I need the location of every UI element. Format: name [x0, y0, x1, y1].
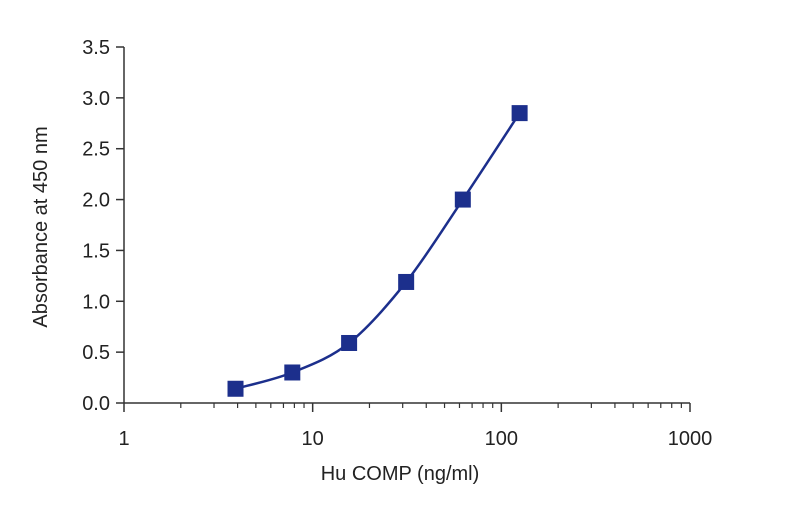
y-tick-label: 1.5 — [82, 240, 110, 262]
data-point — [227, 380, 244, 397]
fit-curve — [235, 112, 521, 390]
y-tick-label: 3.5 — [82, 37, 110, 59]
y-tick-label: 3.0 — [82, 88, 110, 110]
y-tick-label: 1.0 — [82, 291, 110, 313]
tick-labels: 0.0 0.5 1.0 1.5 2.0 2.5 3.0 3.5 1 10 100 1000 — [82, 37, 712, 450]
x-tick-label: 100 — [485, 428, 518, 450]
y-tick-label: 2.0 — [82, 190, 110, 212]
data-point — [511, 105, 528, 122]
x-axis-title: Hu COMP (ng/ml) — [321, 463, 480, 485]
y-axis-title: Absorbance at 450 nm — [30, 126, 52, 327]
data-point — [454, 191, 471, 208]
data-points — [227, 105, 528, 397]
x-tick-label: 1 — [118, 428, 129, 450]
y-tick-label: 0.0 — [82, 393, 110, 415]
x-tick-label: 10 — [302, 428, 324, 450]
ticks — [116, 46, 691, 412]
axes — [123, 47, 690, 404]
data-point — [398, 273, 415, 290]
y-tick-label: 0.5 — [82, 342, 110, 364]
data-point — [341, 334, 358, 351]
data-point — [284, 364, 301, 381]
y-tick-label: 2.5 — [82, 139, 110, 161]
x-tick-label: 1000 — [668, 428, 713, 450]
